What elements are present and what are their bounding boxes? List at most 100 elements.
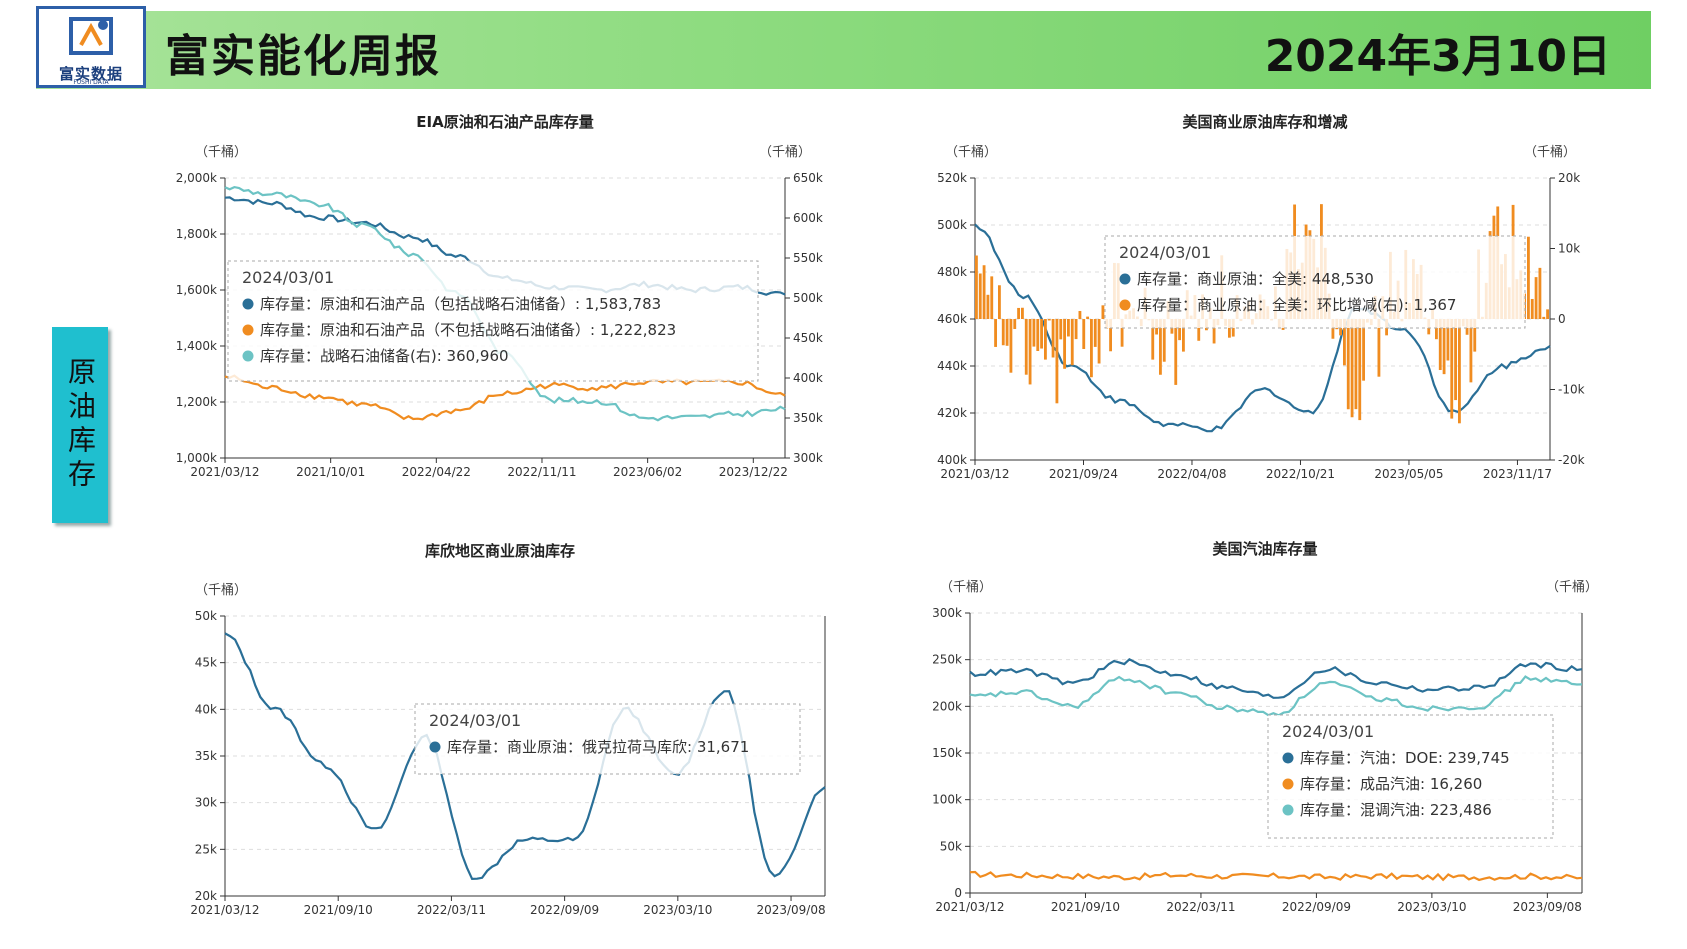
tooltip-marker (1282, 804, 1294, 816)
report-date: 2024年3月10日 (1264, 31, 1611, 82)
bar (1212, 319, 1216, 344)
y-tick-label-left: 25k (195, 842, 217, 856)
bar (1159, 319, 1162, 375)
y-tick-label-right: 600k (793, 211, 823, 225)
x-tick-label: 2021/03/12 (190, 903, 259, 917)
bar (1228, 319, 1231, 338)
y-tick-label-left: 30k (195, 796, 217, 810)
y-tick-label-right: 450k (793, 331, 823, 345)
tooltip-date: 2024/03/01 (1282, 722, 1374, 741)
bar (1067, 319, 1070, 337)
bar (1047, 319, 1051, 321)
y-tick-label-right: 20k (1558, 171, 1580, 185)
y-tick-label-right: 350k (793, 411, 823, 425)
bar (1178, 319, 1181, 341)
tooltip-marker (1282, 752, 1294, 764)
bar (1070, 319, 1074, 366)
bar (1331, 319, 1335, 339)
y-tick-label-left: 1,800k (176, 227, 217, 241)
x-tick-label: 2023/12/22 (719, 465, 788, 479)
bar (1082, 319, 1086, 349)
tooltip-item: 库存量：商业原油：全美: 448,530 (1137, 270, 1374, 288)
tooltip-box (414, 703, 801, 775)
bar (1438, 319, 1442, 371)
y-tick-label-left: 150k (932, 746, 962, 760)
x-tick-label: 2022/03/11 (417, 903, 486, 917)
series-line (974, 223, 1551, 433)
tooltip-marker (242, 350, 254, 362)
series-line (969, 870, 1583, 882)
y-tick-label-left: 400k (937, 453, 967, 467)
bar (1013, 319, 1017, 330)
bar (1450, 319, 1454, 419)
x-tick-label: 2023/09/08 (1513, 900, 1582, 914)
y-tick-label-left: 520k (937, 171, 967, 185)
bar (1362, 319, 1365, 381)
x-tick-label: 2022/04/22 (402, 465, 471, 479)
tooltip-marker (1119, 273, 1131, 285)
tooltip-date: 2024/03/01 (242, 268, 334, 287)
x-tick-label: 2022/11/11 (507, 465, 576, 479)
tooltip-date: 2024/03/01 (1119, 243, 1211, 262)
y-tick-label-right: 300k (793, 451, 823, 465)
page-title: 富实能化周报 (165, 31, 441, 82)
y-axis-left-unit: （千桶） (945, 145, 997, 160)
bar (986, 294, 990, 319)
x-tick-label: 2021/09/24 (1049, 467, 1118, 481)
y-tick-label-left: 200k (932, 699, 962, 713)
tooltip-date: 2024/03/01 (429, 711, 521, 730)
y-axis-right-unit: （千桶） (1524, 145, 1576, 160)
bar (1446, 319, 1450, 361)
bar (1074, 319, 1078, 340)
bar (1044, 319, 1047, 360)
y-tick-label-right: -20k (1558, 453, 1585, 467)
y-tick-label-left: 460k (937, 312, 967, 326)
bar (1086, 316, 1089, 319)
x-tick-label: 2022/09/09 (1282, 900, 1351, 914)
bar (1530, 298, 1534, 319)
bar (1473, 319, 1477, 352)
y-tick-label-right: 650k (793, 171, 823, 185)
bar (1377, 319, 1381, 377)
y-tick-label-left: 440k (937, 359, 967, 373)
chart-3: 库欣地区商业原油库存 （千桶） 20k 25k 30k 35k 40k 45k 50k 2021/… (190, 542, 826, 917)
y-tick-label-left: 1,600k (176, 283, 217, 297)
chart-title: 美国商业原油库存和增减 (1182, 113, 1347, 131)
bar (1093, 319, 1097, 347)
x-tick-label: 2021/09/10 (1051, 900, 1120, 914)
y-tick-label-right: 550k (793, 251, 823, 265)
y-tick-label-left: 500k (937, 218, 967, 232)
y-tick-label-left: 420k (937, 406, 967, 420)
bar (1097, 319, 1101, 364)
series-line (224, 632, 826, 881)
tooltip-item: 库存量：商业原油：俄克拉荷马库欣: 31,671 (447, 738, 749, 756)
chart-title: 美国汽油库存量 (1212, 540, 1317, 558)
bar (1009, 319, 1013, 373)
bar (1151, 319, 1155, 360)
logo-subtext: FUSHI DATA (73, 79, 109, 86)
bar (1182, 319, 1185, 352)
tooltip-box (1104, 235, 1526, 329)
y-tick-label-left: 35k (195, 749, 217, 763)
y-tick-label-left: 40k (195, 702, 217, 716)
bar (1454, 319, 1457, 401)
tooltip-marker (429, 741, 441, 753)
series-line (969, 675, 1583, 717)
y-tick-label-left: 50k (940, 839, 962, 853)
tooltip-box (1267, 714, 1554, 839)
bar (975, 255, 978, 319)
bar (978, 273, 982, 319)
tooltip-marker (1282, 778, 1294, 790)
tooltip-box (227, 260, 759, 382)
bar (1078, 310, 1082, 319)
tooltip-item: 库存量：原油和石油产品（包括战略石油储备）: 1,583,783 (260, 295, 661, 313)
x-tick-label: 2021/10/01 (296, 465, 365, 479)
bar (998, 285, 1001, 319)
bar (1109, 319, 1112, 352)
bar (1059, 319, 1063, 340)
x-tick-label: 2022/04/08 (1157, 467, 1226, 481)
y-tick-label-right: 10k (1558, 242, 1580, 256)
y-axis-right-unit: （千桶） (1546, 580, 1598, 595)
y-tick-label-right: 500k (793, 291, 823, 305)
bar (1051, 319, 1055, 358)
